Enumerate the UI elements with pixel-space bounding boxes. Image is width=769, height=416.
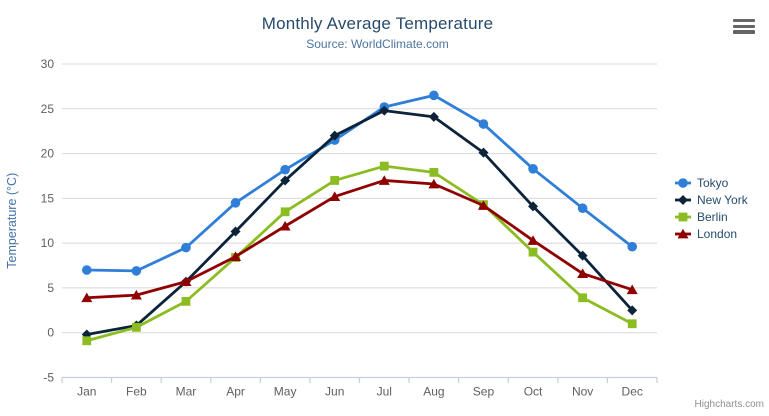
data-point-new-york[interactable]	[230, 226, 241, 237]
data-point-tokyo[interactable]	[181, 242, 191, 253]
data-point-new-york[interactable]	[379, 105, 390, 116]
data-point-london[interactable]	[130, 289, 142, 300]
data-point-berlin[interactable]	[379, 161, 389, 171]
x-tick-label: Jun	[325, 385, 344, 399]
y-tick-label: 10	[41, 236, 55, 250]
data-point-new-york[interactable]	[428, 111, 439, 122]
legend-item-new-york[interactable]: New York	[674, 193, 748, 207]
legend-label: London	[697, 227, 738, 241]
x-tick-label: Oct	[524, 385, 543, 399]
data-point-london[interactable]	[527, 235, 539, 245]
legend-marker-circle-icon	[675, 178, 691, 188]
data-point-london[interactable]	[230, 251, 242, 261]
data-point-london[interactable]	[279, 220, 291, 231]
x-tick-label: Aug	[423, 385, 444, 399]
x-tick-label: May	[274, 385, 297, 399]
y-tick-label: 20	[41, 147, 55, 161]
x-tick-label: Nov	[572, 385, 593, 399]
data-point-new-york[interactable]	[627, 305, 638, 316]
data-point-london[interactable]	[81, 292, 93, 303]
data-point-tokyo[interactable]	[627, 241, 638, 252]
credits-link[interactable]: Highcharts.com	[694, 399, 764, 410]
data-point-new-york[interactable]	[528, 201, 539, 212]
data-point-tokyo[interactable]	[528, 163, 538, 174]
chart-title: Monthly Average Temperature	[261, 14, 494, 33]
data-point-tokyo[interactable]	[81, 265, 92, 275]
series-line-new-york	[85, 109, 634, 336]
legend-marker-square-icon	[675, 212, 691, 222]
series-line-london	[85, 179, 634, 300]
x-tick-label: Dec	[622, 385, 643, 399]
chart-subtitle: Source: WorldClimate.com	[306, 37, 449, 51]
data-point-tokyo[interactable]	[131, 266, 142, 276]
data-point-tokyo[interactable]	[577, 203, 588, 214]
y-axis-title: Temperature (°C)	[5, 173, 19, 269]
legend-item-london[interactable]: London	[674, 227, 748, 241]
legend-item-tokyo[interactable]: Tokyo	[674, 176, 748, 190]
data-point-berlin[interactable]	[280, 207, 290, 217]
data-point-berlin[interactable]	[181, 296, 191, 306]
data-point-london[interactable]	[329, 191, 341, 201]
data-point-berlin[interactable]	[627, 319, 637, 329]
data-point-london[interactable]	[378, 175, 390, 185]
series-line-berlin	[85, 164, 634, 343]
legend-item-berlin[interactable]: Berlin	[674, 210, 748, 224]
data-point-berlin[interactable]	[131, 322, 141, 332]
data-point-tokyo[interactable]	[280, 164, 290, 175]
legend-marker-triangle-icon	[675, 228, 691, 239]
data-point-berlin[interactable]	[429, 167, 439, 177]
data-point-new-york[interactable]	[577, 250, 588, 261]
y-tick-label: 25	[41, 102, 55, 116]
data-point-london[interactable]	[428, 178, 440, 189]
legend-marker-diamond-icon	[675, 195, 691, 205]
data-point-tokyo[interactable]	[230, 198, 241, 208]
y-tick-label: 0	[47, 326, 54, 340]
legend-label: Berlin	[697, 210, 728, 224]
data-point-tokyo[interactable]	[429, 90, 439, 101]
y-tick-label: 15	[41, 191, 55, 205]
data-point-berlin[interactable]	[578, 293, 588, 303]
legend-label: Tokyo	[697, 176, 729, 190]
data-point-new-york[interactable]	[329, 130, 340, 141]
y-tick-label: -5	[43, 371, 54, 385]
export-menu-button[interactable]	[731, 17, 757, 39]
x-tick-label: Sep	[473, 385, 495, 399]
data-point-london[interactable]	[180, 276, 192, 287]
y-tick-label: 30	[41, 57, 55, 71]
x-tick-label: Apr	[226, 385, 245, 399]
data-point-new-york[interactable]	[478, 147, 489, 158]
hamburger-icon	[733, 19, 755, 34]
data-point-london[interactable]	[626, 284, 638, 295]
data-point-berlin[interactable]	[330, 176, 340, 185]
x-tick-label: Jul	[377, 385, 392, 399]
data-point-tokyo[interactable]	[478, 119, 489, 129]
data-point-berlin[interactable]	[528, 247, 538, 257]
x-tick-label: Jan	[77, 385, 96, 399]
x-tick-label: Feb	[126, 385, 147, 399]
data-point-berlin[interactable]	[82, 336, 92, 346]
data-point-london[interactable]	[577, 268, 589, 278]
legend: Tokyo New York Berlin London	[674, 176, 748, 241]
data-point-new-york[interactable]	[280, 175, 291, 186]
data-point-london[interactable]	[477, 200, 489, 210]
y-tick-label: 5	[47, 281, 54, 295]
legend-label: New York	[697, 193, 748, 207]
x-tick-label: Mar	[176, 385, 197, 399]
